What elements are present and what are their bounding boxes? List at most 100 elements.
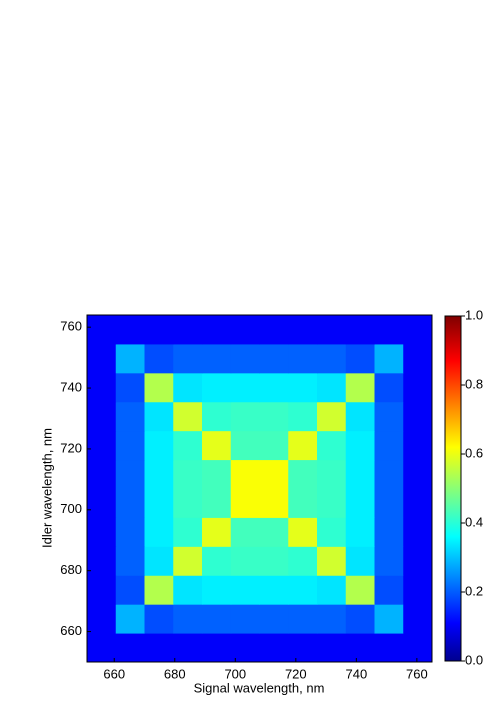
y-axis-label: Idler wavelength, nm [39, 428, 54, 548]
heat-cell [288, 546, 318, 576]
heat-cell [259, 633, 289, 663]
x-tick-label: 660 [103, 666, 125, 681]
x-axis-label: Signal wavelength, nm [194, 680, 325, 695]
heat-cell [259, 517, 289, 547]
heat-cell [317, 315, 347, 345]
heat-cell [144, 430, 174, 461]
heat-cell [374, 430, 404, 461]
y-tick-label: 720 [60, 440, 82, 455]
y-tick-label: 760 [60, 319, 82, 334]
heat-cell [202, 401, 232, 432]
colorbar-tick-label: 0.4 [465, 514, 483, 529]
heat-cell [230, 575, 260, 605]
heat-cell [345, 604, 375, 634]
heat-cell [87, 604, 117, 634]
heat-cell [403, 604, 433, 634]
heat-cell [403, 315, 433, 345]
plot-frame [86, 314, 433, 663]
heat-cell [202, 459, 232, 489]
heat-cell [259, 488, 289, 518]
heat-cell [202, 315, 232, 345]
heat-cell [173, 401, 203, 432]
heat-cell [317, 633, 347, 663]
heat-cell [202, 575, 232, 605]
heat-cell [259, 575, 289, 605]
heat-cell [317, 546, 347, 576]
x-tick-label: 720 [285, 666, 307, 681]
heat-cell [288, 401, 318, 432]
heat-cell [374, 459, 404, 489]
heat-cell [173, 488, 203, 518]
heat-cell [317, 459, 347, 489]
heat-cell [259, 401, 289, 432]
heat-cell [202, 343, 232, 374]
heat-cell [374, 315, 404, 345]
heat-cell [288, 517, 318, 547]
heat-cell [288, 633, 318, 663]
heat-cell [144, 546, 174, 576]
heat-cell [403, 343, 433, 374]
heat-cell [345, 372, 375, 403]
x-tick-label: 700 [224, 666, 246, 681]
heat-cell [345, 546, 375, 576]
heat-cell [144, 488, 174, 518]
heat-cell [144, 575, 174, 605]
heat-cell [173, 575, 203, 605]
heat-cell [317, 343, 347, 374]
heat-cell [115, 488, 145, 518]
heat-cell [144, 343, 174, 374]
heat-cell [345, 517, 375, 547]
heat-cell [202, 517, 232, 547]
heat-cell [345, 430, 375, 461]
y-tick-label: 740 [60, 379, 82, 394]
heat-cell [403, 517, 433, 547]
colorbar-tick-label: 0.0 [465, 652, 483, 667]
heat-cell [317, 517, 347, 547]
x-tick-label: 760 [406, 666, 428, 681]
heat-cell [202, 604, 232, 634]
heat-cell [115, 575, 145, 605]
colorbar [444, 315, 462, 662]
heat-cell [317, 604, 347, 634]
heat-cell [230, 430, 260, 461]
heat-cell [87, 315, 117, 345]
heat-cell [374, 343, 404, 374]
heat-cell [259, 343, 289, 374]
heat-cell [403, 546, 433, 576]
heat-cell [230, 633, 260, 663]
heat-cell [374, 372, 404, 403]
heat-cell [87, 401, 117, 432]
heat-cell [173, 459, 203, 489]
heat-cell [259, 372, 289, 403]
heat-cell [345, 459, 375, 489]
heat-cell [144, 401, 174, 432]
y-tick-label: 700 [60, 501, 82, 516]
heat-cell [173, 546, 203, 576]
heat-cell [144, 459, 174, 489]
heat-cell [317, 430, 347, 461]
heatmap [87, 315, 433, 663]
heat-cell [259, 604, 289, 634]
heat-cell [173, 343, 203, 374]
colorbar-tick-label: 0.8 [465, 376, 483, 391]
heat-cell [87, 459, 117, 489]
heat-cell [374, 633, 404, 663]
heat-cell [173, 315, 203, 345]
heat-cell [87, 517, 117, 547]
heat-cell [317, 575, 347, 605]
heat-cell [202, 372, 232, 403]
heat-cell [115, 430, 145, 461]
heat-cell [115, 315, 145, 345]
heat-cell [403, 633, 433, 663]
heat-cell [288, 459, 318, 489]
heat-cell [115, 546, 145, 576]
heat-cell [374, 575, 404, 605]
heat-cell [230, 604, 260, 634]
heat-cell [230, 459, 260, 489]
heat-cell [288, 430, 318, 461]
heat-cell [374, 401, 404, 432]
heat-cell [345, 315, 375, 345]
heat-cell [87, 633, 117, 663]
